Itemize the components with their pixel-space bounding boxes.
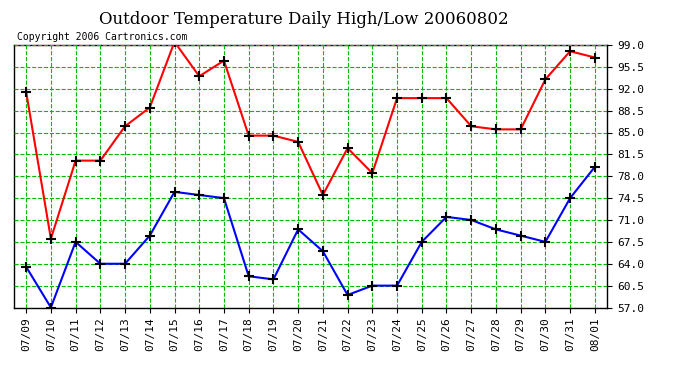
Text: Copyright 2006 Cartronics.com: Copyright 2006 Cartronics.com [17, 32, 187, 42]
Text: Outdoor Temperature Daily High/Low 20060802: Outdoor Temperature Daily High/Low 20060… [99, 11, 509, 28]
